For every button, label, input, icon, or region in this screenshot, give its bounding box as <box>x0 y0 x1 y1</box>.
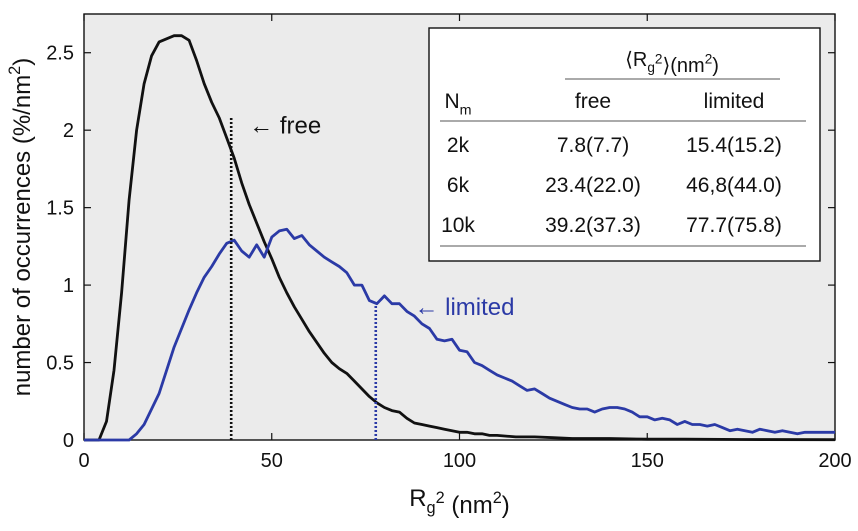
marker-label-limited: ← limited <box>414 294 514 321</box>
y-tick-label: 2 <box>63 120 74 142</box>
y-tick-label: 1.5 <box>46 198 74 220</box>
x-tick-label: 100 <box>443 450 476 472</box>
series-layer <box>84 34 836 442</box>
inset-header-group: ⟨Rg2⟩(nm2) <box>625 49 719 77</box>
axis-titles: number of occurrences (%/nm2) Rg2 (nm2) <box>6 58 510 519</box>
inset-cell: 10k <box>441 214 475 237</box>
x-tick-label: 0 <box>78 450 89 472</box>
x-tick-label: 150 <box>631 450 664 472</box>
marker-label-free: ← free <box>249 113 321 140</box>
y-tick-label: 2.5 <box>46 43 74 65</box>
x-axis-title: Rg2 (nm2) <box>409 485 510 519</box>
inset-cell: 23.4(22.0) <box>545 174 641 197</box>
inset-cell: 6k <box>447 174 470 197</box>
inset-cell: 46,8(44.0) <box>686 174 782 197</box>
y-tick-label: 0.5 <box>46 353 74 375</box>
inset-cell: 15.4(15.2) <box>686 134 782 157</box>
series-line-free <box>84 34 836 442</box>
inset-box <box>428 27 821 262</box>
x-tick-label: 50 <box>261 450 283 472</box>
inset-cell: 2k <box>447 134 470 157</box>
marker-layer: ← free ← limited <box>229 113 514 440</box>
inset-col-header: free <box>575 90 611 113</box>
inset-cell: 77.7(75.8) <box>686 214 782 237</box>
y-tick-label: 0 <box>63 430 74 452</box>
x-tick-label: 200 <box>818 450 851 472</box>
inset-table: ⟨Rg2⟩(nm2) Nm free limited 2k 7.8(7.7) 15.4(15… <box>428 27 821 262</box>
inset-col-header: limited <box>704 90 765 113</box>
inset-col-header: Nm <box>444 90 471 118</box>
y-tick-label: 1 <box>63 275 74 297</box>
y-axis-title: number of occurrences (%/nm2) <box>6 58 36 397</box>
inset-cell: 39.2(37.3) <box>545 214 641 237</box>
inset-cell: 7.8(7.7) <box>557 134 629 157</box>
series-line-limited <box>84 227 835 442</box>
